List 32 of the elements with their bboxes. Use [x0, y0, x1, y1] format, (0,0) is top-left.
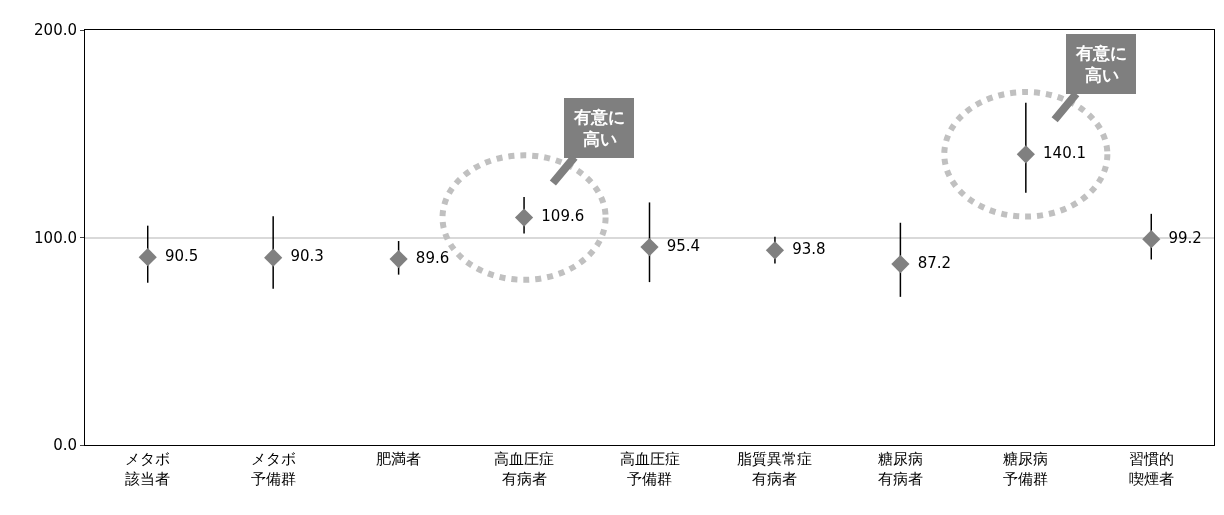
y-tick-label: 0.0: [53, 436, 77, 455]
x-tick-label: 糖尿病予備群: [1003, 450, 1049, 488]
data-label: 99.2: [1161, 228, 1202, 247]
point: [138, 248, 157, 267]
data-label: 93.8: [784, 240, 826, 259]
y-tick-label: 200.0: [34, 21, 77, 40]
data-label: 140.1: [1035, 144, 1087, 163]
data-label: 89.6: [408, 248, 450, 267]
x-tick-label: 脂質異常症有病者: [737, 450, 813, 488]
annotation: 有意に高い: [1075, 43, 1127, 86]
point: [1142, 230, 1161, 249]
x-tick-label: 肥満者: [376, 450, 422, 468]
data-label: 90.5: [157, 246, 199, 265]
point: [389, 249, 408, 269]
x-tick-label: 糖尿病有病者: [877, 450, 923, 488]
point: [264, 248, 283, 267]
x-tick-label: 高血圧症有病者: [494, 450, 555, 488]
data-label: 95.4: [659, 236, 701, 255]
x-tick-label: メタボ予備群: [250, 450, 296, 488]
x-tick-label: 習慣的喫煙者: [1128, 450, 1174, 488]
x-tick-label: 高血圧症予備群: [619, 450, 680, 488]
point: [765, 241, 785, 260]
data-label: 90.3: [282, 247, 324, 266]
y-tick-label: 100.0: [34, 228, 77, 247]
data-label: 87.2: [910, 253, 952, 272]
point: [514, 208, 534, 227]
point: [640, 237, 659, 257]
point: [891, 254, 910, 274]
data-label: 109.6: [533, 207, 585, 226]
point: [1016, 145, 1035, 164]
annotation: 有意に高い: [573, 107, 625, 150]
x-tick-label: メタボ該当者: [125, 450, 171, 488]
